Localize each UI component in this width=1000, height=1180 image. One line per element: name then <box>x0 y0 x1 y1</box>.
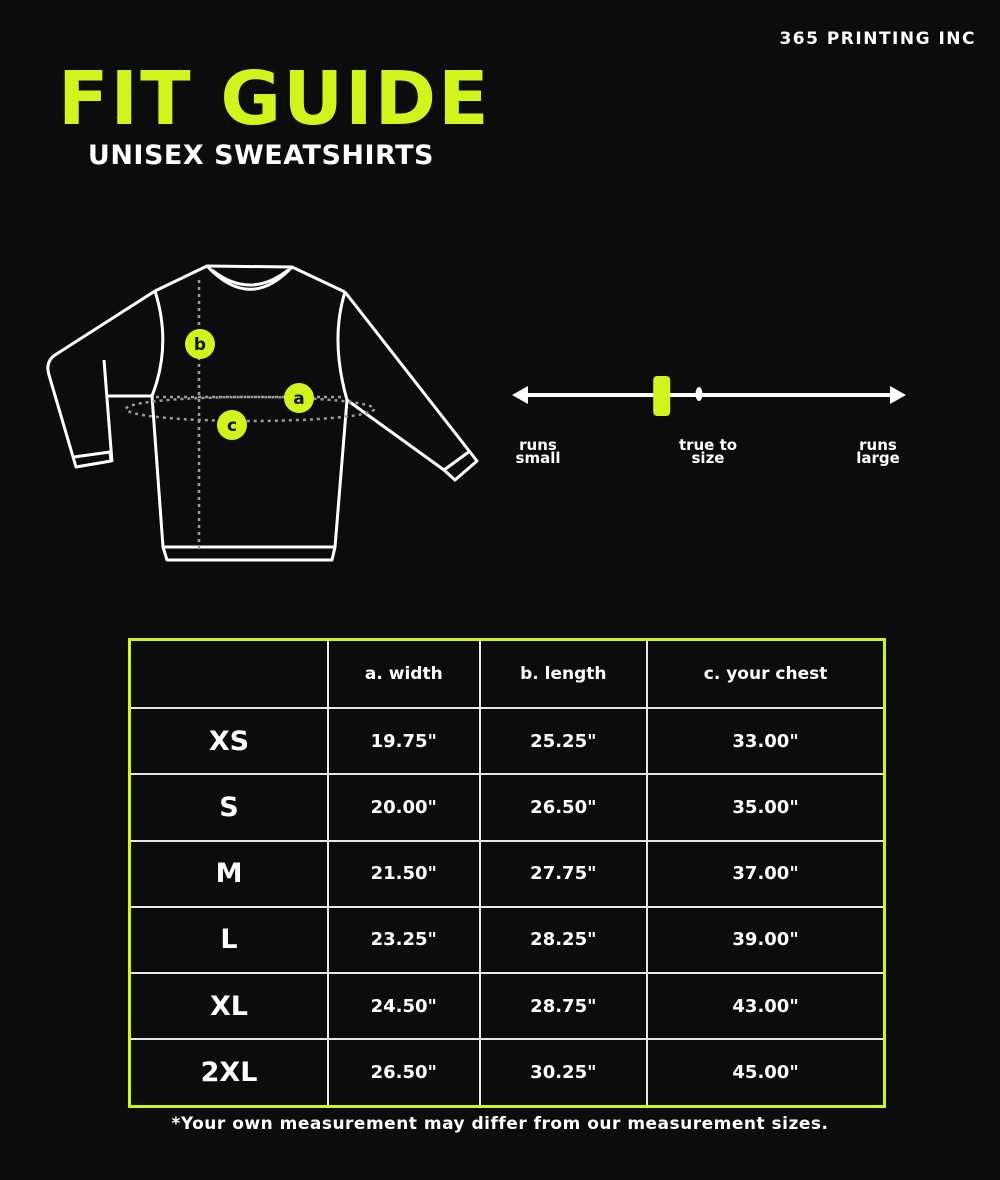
marker-circle <box>217 410 247 440</box>
marker-label: b <box>194 335 206 355</box>
table-row: XL 24.50" 28.75" 43.00" <box>128 971 886 1041</box>
cell-chest: 33.00" <box>646 706 886 776</box>
table-row: XS 19.75" 25.25" 33.00" <box>128 706 886 776</box>
fit-marker <box>653 376 671 416</box>
cell-width: 19.75" <box>327 706 481 776</box>
arrow-right-icon <box>890 386 906 404</box>
cell-length: 25.25" <box>478 706 649 776</box>
true-to-size-tick <box>695 387 703 401</box>
header-length: b. length <box>478 638 649 709</box>
cell-chest: 39.00" <box>646 905 886 975</box>
cell-size: XL <box>128 971 329 1041</box>
footnote: *Your own measurement may differ from ou… <box>171 1114 829 1134</box>
header-width: a. width <box>327 638 481 709</box>
cell-length: 26.50" <box>478 773 649 842</box>
cell-width: 24.50" <box>327 971 481 1041</box>
table-row: M 21.50" 27.75" 37.00" <box>128 839 886 908</box>
arrow-left-icon <box>512 386 528 404</box>
cell-size: XS <box>128 706 329 776</box>
true-to-size-label: true to size <box>678 436 738 467</box>
marker-circle <box>284 383 314 413</box>
brand-name: 365 PRINTING INC <box>779 29 976 49</box>
header-size <box>128 638 329 709</box>
cell-length: 28.25" <box>478 905 649 975</box>
marker-b: b <box>185 329 215 359</box>
cell-width: 26.50" <box>327 1038 481 1108</box>
cell-size: M <box>128 839 329 908</box>
page-title: FIT GUIDE <box>58 56 491 142</box>
page-subtitle: UNISEX SWEATSHIRTS <box>87 140 434 171</box>
table-row: S 20.00" 26.50" 35.00" <box>128 773 886 842</box>
cell-chest: 37.00" <box>646 839 886 908</box>
cell-size: L <box>128 905 329 975</box>
fit-scale <box>512 376 906 416</box>
cell-size: S <box>128 773 329 842</box>
marker-label: a <box>293 389 304 409</box>
marker-circle <box>185 329 215 359</box>
marker-a: a <box>284 383 314 413</box>
marker-label: c <box>227 416 237 436</box>
size-table: a. width b. length c. your chest XS 19.75… <box>128 638 886 1108</box>
cell-chest: 43.00" <box>646 971 886 1041</box>
sweatshirt-outline <box>46 264 479 562</box>
cell-chest: 35.00" <box>646 773 886 842</box>
table-row: 2XL 26.50" 30.25" 45.00" <box>128 1038 886 1108</box>
runs-small-label: runs small <box>515 436 561 467</box>
header-chest: c. your chest <box>646 638 886 709</box>
table-row: L 23.25" 28.25" 39.00" <box>128 905 886 975</box>
cell-size: 2XL <box>128 1038 329 1108</box>
runs-large-label: runs large <box>856 436 900 467</box>
cell-width: 21.50" <box>327 839 481 908</box>
cell-length: 27.75" <box>478 839 649 908</box>
cell-width: 23.25" <box>327 905 481 975</box>
table-header-row: a. width b. length c. your chest <box>128 638 886 709</box>
marker-c: c <box>217 410 247 440</box>
cell-length: 30.25" <box>478 1038 649 1108</box>
cell-width: 20.00" <box>327 773 481 842</box>
cell-chest: 45.00" <box>646 1038 886 1108</box>
cell-length: 28.75" <box>478 971 649 1041</box>
